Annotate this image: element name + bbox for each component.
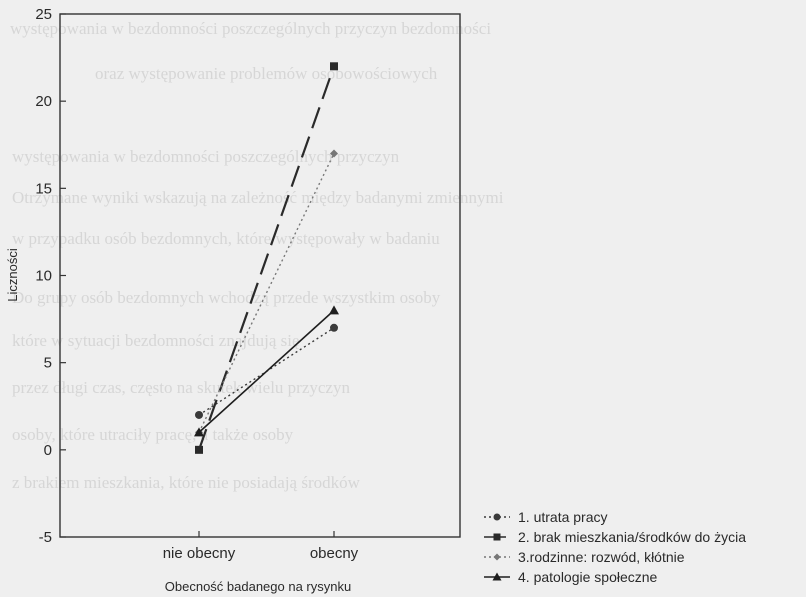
series <box>194 305 339 437</box>
x-axis: nie obecny obecny <box>163 531 359 562</box>
legend-label: 1. utrata pracy <box>518 509 608 525</box>
y-tick-label: 10 <box>35 268 52 285</box>
y-tick-label: 20 <box>35 93 52 110</box>
x-tick-label: obecny <box>310 545 359 562</box>
data-point <box>194 427 204 437</box>
legend: 1. utrata pracy 2. brak mieszkania/środkó… <box>484 509 746 585</box>
data-point <box>493 513 501 521</box>
series-line <box>197 65 336 451</box>
series-layer <box>194 62 339 454</box>
legend-label: 2. brak mieszkania/środków do życia <box>518 529 746 545</box>
data-point <box>329 305 339 315</box>
background-text-line: z brakiem mieszkania, które nie posiadaj… <box>12 473 361 492</box>
plot-area <box>59 13 461 538</box>
series-line <box>198 153 335 433</box>
series-line <box>198 309 335 433</box>
data-point <box>195 445 203 454</box>
y-tick-label: 15 <box>35 180 52 197</box>
background-text-line: Otrzymane wyniki wskazują na zależność m… <box>12 188 504 207</box>
data-point <box>330 149 338 158</box>
data-point <box>493 553 501 561</box>
background-text-line: występowania w bezdomności poszczególnyc… <box>10 19 491 38</box>
series <box>195 149 338 437</box>
legend-label: 3.rodzinne: rozwód, kłótnie <box>518 549 685 565</box>
y-tick-label: 0 <box>44 442 52 459</box>
data-point <box>330 323 338 332</box>
legend-item: 2. brak mieszkania/środków do życia <box>484 529 746 545</box>
background-text-line: oraz występowanie problemów osobowościow… <box>95 64 438 83</box>
y-tick-label: -5 <box>39 529 52 546</box>
legend-item: 3.rodzinne: rozwód, kłótnie <box>484 549 685 565</box>
background-text-line: osoby, które utraciły pracę, a także oso… <box>12 425 294 444</box>
background-text-line: Do grupy osób bezdomnych wchodzą przede … <box>12 288 441 307</box>
x-tick-label: nie obecny <box>163 545 236 562</box>
y-tick-label: 5 <box>44 355 52 372</box>
data-point <box>330 62 338 71</box>
legend-label: 4. patologie społeczne <box>518 569 658 585</box>
legend-item: 4. patologie społeczne <box>484 569 658 585</box>
data-point <box>492 572 502 581</box>
y-tick-label: 25 <box>35 6 52 23</box>
data-point <box>493 533 501 541</box>
background-text-line: występowania w bezdomności poszczególnyc… <box>12 147 400 166</box>
x-axis-label: Obecność badanego na rysynku <box>165 579 351 594</box>
background-text-line: przez długi czas, często na skutek wielu… <box>12 378 350 397</box>
y-axis-label: Liczności <box>5 248 20 302</box>
background-text-line: które w sytuacji bezdomności znajdują si… <box>12 331 300 350</box>
background-text-line: w przypadku osób bezdomnych, które wystę… <box>12 229 440 248</box>
data-point <box>195 410 203 419</box>
y-axis: -5 0 5 10 15 20 25 <box>35 6 66 546</box>
legend-item: 1. utrata pracy <box>484 509 608 525</box>
